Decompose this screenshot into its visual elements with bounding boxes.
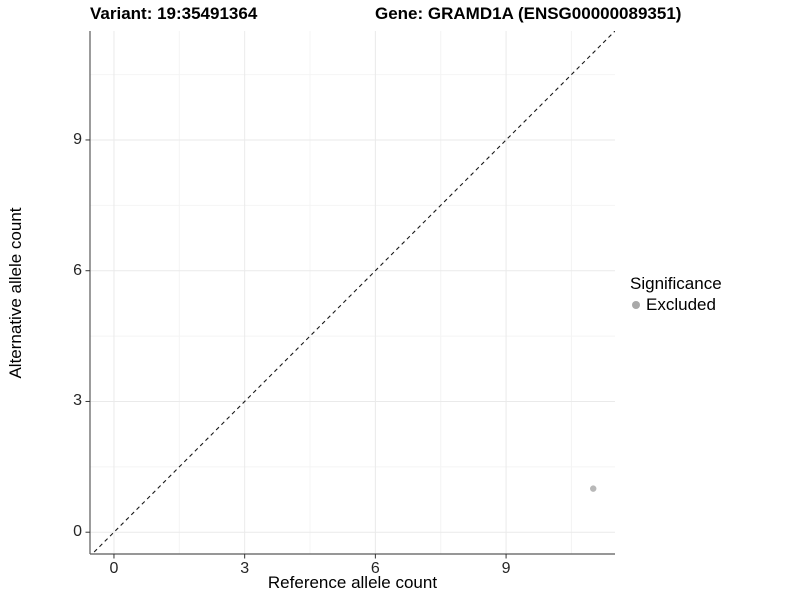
variant-title: Variant: 19:35491364 [90,4,258,23]
y-tick-label: 0 [73,523,82,541]
legend-item-label: Excluded [646,295,716,314]
y-tick-label: 9 [73,130,82,148]
y-tick-label: 3 [73,392,82,410]
legend: Significance Excluded [630,273,722,315]
y-axis-title: Alternative allele count [6,207,25,379]
y-tick-label: 6 [73,261,82,279]
x-axis-title: Reference allele count [267,573,438,592]
data-point-excluded [590,485,597,492]
x-tick-label: 6 [370,560,380,577]
legend-item-excluded: Excluded [630,295,722,315]
gene-title: Gene: GRAMD1A (ENSG00000089351) [375,4,682,23]
legend-title: Significance [630,274,722,293]
identity-dashed-line [91,31,615,554]
excluded-point-icon [632,301,640,309]
x-tick-label: 9 [501,560,511,577]
x-tick-label: 3 [240,560,250,577]
x-tick-label: 0 [109,560,119,577]
